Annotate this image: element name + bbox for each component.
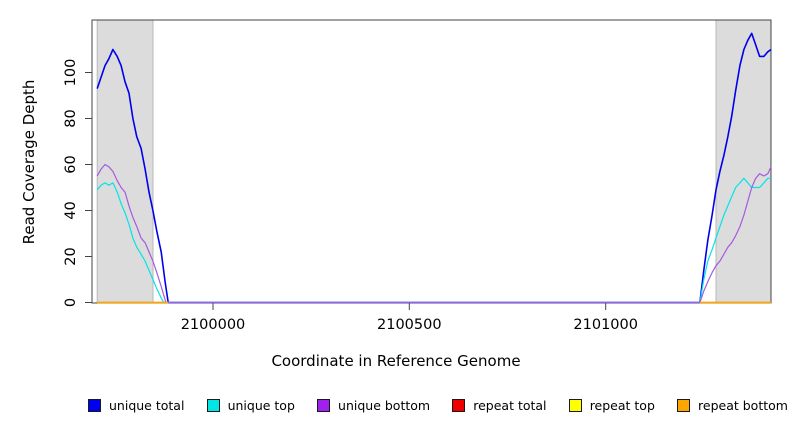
legend-swatch-icon (88, 399, 101, 412)
legend-item-unique-top: unique top (206, 398, 295, 413)
legend-item-unique-bottom: unique bottom (317, 398, 430, 413)
x-tick-label: 2100000 (181, 317, 246, 333)
plot-box (91, 19, 772, 304)
y-tick-label: 40 (63, 201, 79, 219)
legend-swatch-icon (568, 399, 582, 412)
legend-item-unique-total: unique total (88, 398, 184, 413)
series-unique-top (96, 177, 771, 304)
legend-item-repeat-bottom: repeat bottom (677, 398, 788, 413)
legend-label: repeat bottom (698, 398, 788, 413)
x-tick-label: 2101000 (573, 317, 638, 333)
legend-swatch-icon (452, 399, 466, 412)
legend-label: unique top (227, 398, 295, 413)
legend: unique total unique top unique bottom repea… (88, 398, 788, 413)
y-tick-label: 60 (63, 155, 79, 173)
legend-swatch-icon (677, 399, 691, 412)
legend-label: unique bottom (338, 398, 431, 413)
series-unique-bottom (96, 163, 772, 304)
legend-item-repeat-top: repeat top (568, 398, 655, 413)
x-axis-title: Coordinate in Reference Genome (271, 352, 521, 370)
legend-swatch-icon (206, 399, 220, 412)
legend-label: unique total (109, 398, 185, 413)
y-tick-label: 20 (63, 247, 79, 265)
legend-swatch-icon (317, 399, 331, 412)
y-tick-label: 80 (63, 109, 79, 127)
y-axis-title: Read Coverage Depth (20, 79, 38, 245)
series-unique-total (96, 32, 772, 304)
x-tick-label: 2100500 (377, 317, 442, 333)
masked-region (715, 19, 772, 304)
legend-label: repeat total (473, 398, 547, 413)
legend-item-repeat-total: repeat total (452, 398, 547, 413)
legend-label: repeat top (589, 398, 655, 413)
y-tick-label: 100 (63, 59, 79, 87)
y-tick-label: 0 (63, 298, 79, 307)
